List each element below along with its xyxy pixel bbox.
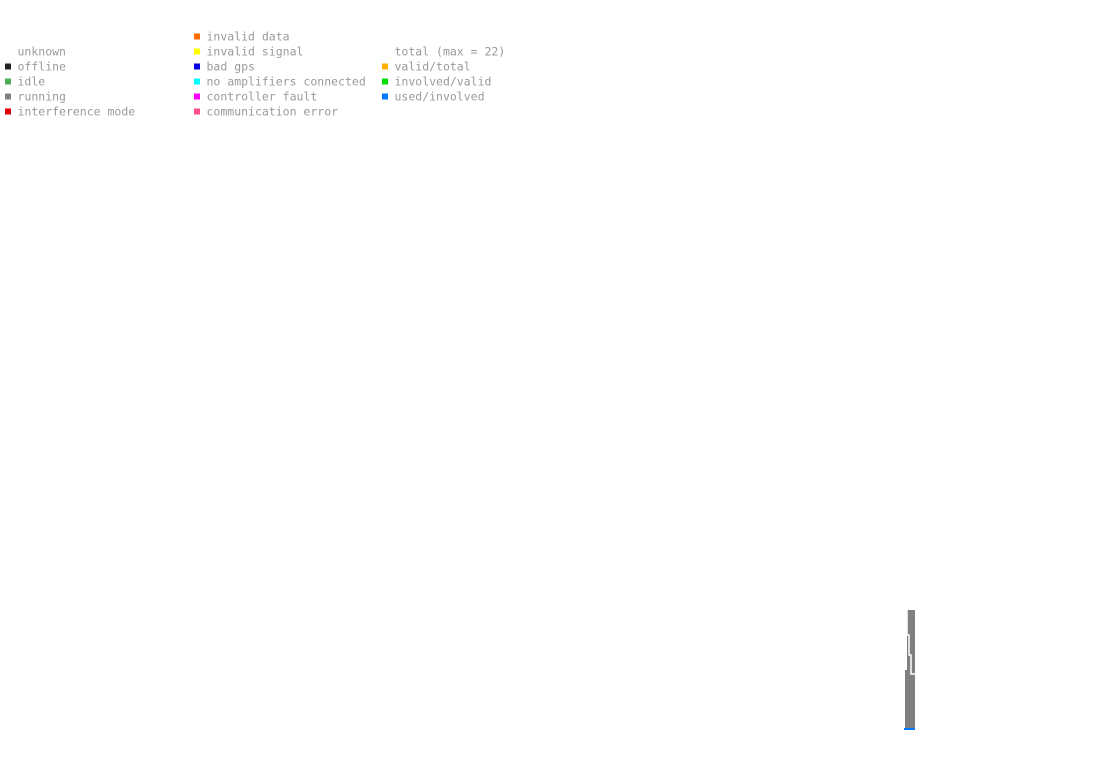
legend-label: idle (18, 75, 46, 89)
legend-label: bad gps (207, 60, 255, 74)
legend-swatch (194, 78, 200, 85)
legend-label: unknown (18, 45, 66, 59)
legend-label: offline (18, 60, 67, 74)
legend-label: total (max = 22) (395, 45, 506, 59)
bar-gap (905, 610, 907, 670)
bar-fill (905, 610, 915, 730)
legend-label: controller fault (207, 90, 318, 104)
bar-base (904, 728, 915, 730)
status-bar (904, 610, 915, 730)
legend-swatch (382, 78, 388, 85)
legend-label: communication error (207, 105, 339, 119)
legend-swatch (194, 33, 200, 40)
legend-swatch (194, 48, 200, 55)
legend-label: invalid data (207, 30, 290, 44)
legend-swatch (194, 108, 200, 115)
legend-swatch (194, 63, 200, 70)
legend-swatch (382, 63, 388, 70)
legend-label: involved/valid (395, 75, 492, 89)
legend-swatch (5, 108, 11, 115)
legend-label: interference mode (18, 105, 136, 119)
legend-swatch (382, 93, 388, 100)
legend-label: used/involved (395, 90, 485, 104)
legend-swatch (5, 93, 11, 100)
legend-swatch (194, 93, 200, 100)
legend-label: invalid signal (207, 45, 304, 59)
legend-label: no amplifiers connected (207, 75, 366, 89)
legend-swatch (5, 48, 11, 55)
legend-label: running (18, 90, 66, 104)
legend-swatch (382, 48, 388, 55)
legend-label: valid/total (395, 60, 471, 74)
legend-swatch (5, 63, 11, 70)
legend-swatch (5, 78, 11, 85)
